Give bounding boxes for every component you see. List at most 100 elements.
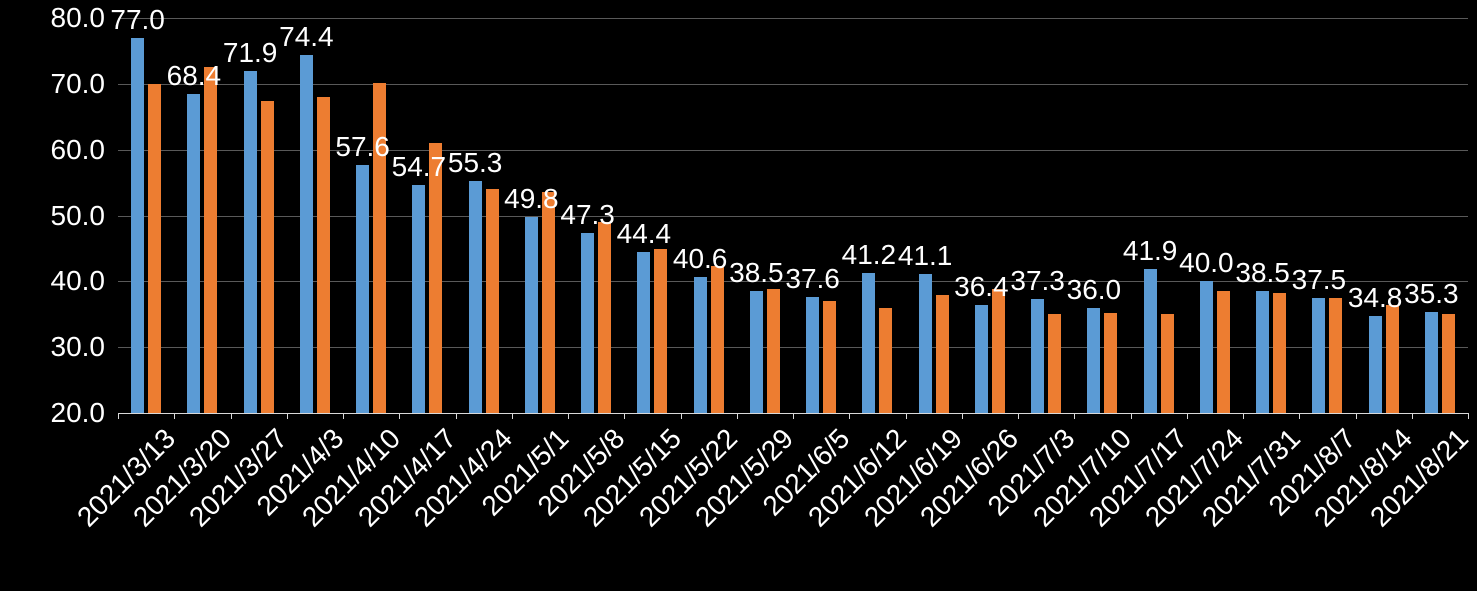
gridline bbox=[118, 149, 1468, 151]
bar-blue bbox=[131, 37, 145, 413]
bar-orange bbox=[598, 222, 612, 413]
bar-orange bbox=[204, 66, 218, 413]
bar-blue bbox=[862, 273, 876, 413]
bar-blue bbox=[1368, 315, 1382, 413]
data-label: 71.9 bbox=[222, 37, 278, 69]
y-axis-tick-label: 50.0 bbox=[50, 199, 106, 231]
x-axis-tick-mark bbox=[961, 413, 963, 419]
data-label: 35.3 bbox=[1404, 278, 1459, 310]
data-label: 57.6 bbox=[335, 131, 390, 163]
x-axis-tick-mark bbox=[680, 413, 682, 419]
x-axis-tick-mark bbox=[1018, 413, 1019, 419]
data-label: 74.4 bbox=[279, 20, 334, 52]
x-axis-tick-mark bbox=[343, 413, 344, 419]
bar-orange bbox=[1329, 298, 1343, 413]
bar-orange bbox=[1385, 305, 1399, 413]
bar-orange bbox=[935, 294, 949, 413]
x-axis-tick-mark bbox=[1355, 413, 1357, 419]
data-label: 41.2 bbox=[841, 239, 897, 271]
bar-blue bbox=[1087, 307, 1101, 413]
bar-orange bbox=[991, 288, 1005, 413]
y-axis-tick-label: 80.0 bbox=[50, 2, 106, 33]
x-axis-tick-mark bbox=[624, 413, 626, 419]
data-label: 37.5 bbox=[1291, 263, 1347, 295]
gridline bbox=[118, 281, 1468, 283]
x-axis-tick-mark bbox=[1186, 413, 1188, 419]
bar-orange bbox=[373, 83, 387, 413]
bar-orange bbox=[1216, 290, 1230, 413]
x-axis-tick-mark bbox=[793, 413, 794, 419]
data-label: 77.0 bbox=[110, 3, 165, 35]
x-axis-tick-mark bbox=[1411, 413, 1413, 419]
data-label: 36.4 bbox=[954, 271, 1009, 303]
bar-orange bbox=[1441, 313, 1455, 413]
bar-orange bbox=[1048, 314, 1062, 413]
data-label: 41.9 bbox=[1122, 234, 1178, 266]
data-label: 44.4 bbox=[616, 218, 672, 250]
bar-blue bbox=[581, 233, 595, 413]
x-axis-tick-mark bbox=[455, 413, 457, 419]
bar-blue bbox=[806, 297, 820, 413]
bar-blue bbox=[1256, 291, 1270, 413]
x-axis-tick-mark bbox=[118, 413, 119, 419]
y-axis-tick-label: 40.0 bbox=[50, 265, 106, 297]
bar-orange bbox=[541, 191, 555, 413]
bar-orange bbox=[485, 188, 499, 413]
x-axis-tick-mark bbox=[399, 413, 401, 419]
x-axis-tick-mark bbox=[568, 413, 569, 419]
x-axis-tick-mark bbox=[1130, 413, 1132, 419]
y-axis-tick-label: 30.0 bbox=[50, 331, 106, 363]
bar-blue bbox=[749, 291, 763, 413]
bar-orange bbox=[710, 265, 724, 413]
data-label: 55.3 bbox=[447, 146, 503, 178]
x-axis-tick-mark bbox=[736, 413, 738, 419]
x-axis-tick-mark bbox=[230, 413, 232, 419]
gridline bbox=[118, 83, 1468, 85]
data-label: 34.8 bbox=[1347, 281, 1403, 313]
bar-blue bbox=[468, 180, 482, 413]
bar-blue bbox=[1031, 299, 1045, 413]
bar-blue bbox=[974, 305, 988, 413]
gridline bbox=[118, 18, 1468, 19]
bar-orange bbox=[1160, 314, 1174, 413]
bar-orange bbox=[823, 301, 837, 413]
bar-orange bbox=[1273, 293, 1287, 413]
bar-blue bbox=[524, 216, 538, 413]
bar-blue bbox=[1143, 268, 1157, 413]
bar-orange bbox=[879, 307, 893, 413]
data-label: 68.4 bbox=[166, 60, 222, 92]
gridline bbox=[118, 215, 1468, 217]
bar-orange bbox=[766, 289, 780, 413]
x-axis-tick-mark bbox=[286, 413, 288, 419]
bar-blue bbox=[637, 252, 651, 413]
x-axis-tick-mark bbox=[905, 413, 907, 419]
bar-blue bbox=[1199, 281, 1213, 413]
x-axis-tick-mark bbox=[174, 413, 176, 419]
data-label: 40.6 bbox=[672, 243, 728, 275]
bar-orange bbox=[654, 249, 668, 413]
bar-orange bbox=[316, 97, 330, 413]
data-label: 54.7 bbox=[391, 150, 447, 182]
bar-blue bbox=[412, 184, 426, 413]
data-label: 37.3 bbox=[1010, 265, 1065, 297]
bar-orange bbox=[148, 83, 162, 413]
data-label: 40.0 bbox=[1179, 247, 1234, 279]
bar-blue bbox=[693, 277, 707, 413]
bar-blue bbox=[187, 94, 201, 413]
data-label: 37.6 bbox=[785, 263, 840, 295]
bar-orange bbox=[429, 143, 443, 413]
data-label: 41.1 bbox=[897, 240, 953, 272]
bar-blue bbox=[299, 54, 313, 413]
bar-orange bbox=[260, 100, 274, 413]
data-label: 47.3 bbox=[560, 199, 615, 231]
bar-orange bbox=[1104, 312, 1118, 413]
y-axis-tick-label: 20.0 bbox=[50, 397, 106, 428]
data-label: 38.5 bbox=[1235, 257, 1290, 289]
bar-blue bbox=[243, 71, 257, 413]
y-axis-tick-label: 60.0 bbox=[50, 133, 106, 165]
data-label: 38.5 bbox=[729, 257, 784, 289]
bar-blue bbox=[1312, 297, 1326, 413]
bar-blue bbox=[1424, 312, 1438, 413]
x-axis-tick-mark bbox=[849, 413, 851, 419]
